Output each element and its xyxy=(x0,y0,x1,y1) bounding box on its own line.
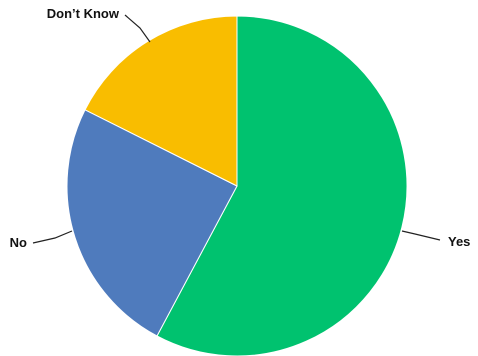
pie-slice-no xyxy=(66,109,238,337)
leader-line-no xyxy=(32,230,73,244)
slice-label-yes: Yes xyxy=(448,234,470,249)
pie-slices xyxy=(66,15,408,356)
slice-label-don-t-know: Don’t Know xyxy=(47,6,120,21)
pie-slice-don-t-know xyxy=(84,15,238,187)
slice-labels: Yes No Don’t Know xyxy=(10,6,471,250)
leader-line-don-t-know xyxy=(124,14,151,43)
slice-label-no: No xyxy=(10,235,27,250)
leader-lines xyxy=(32,14,441,244)
leader-line-yes xyxy=(401,230,441,241)
